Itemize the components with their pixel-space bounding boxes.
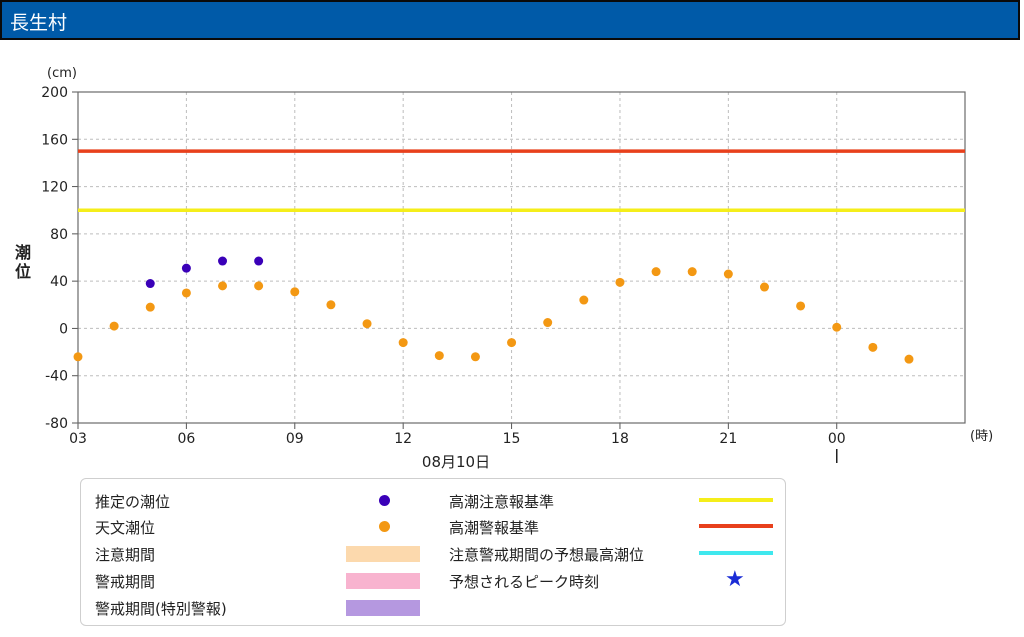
estimated-tide-point bbox=[218, 256, 228, 266]
x-tick-label: 03 bbox=[69, 431, 87, 447]
astronomical-tide-point bbox=[507, 338, 517, 348]
legend-swatch-caution-period bbox=[346, 546, 420, 562]
estimated-tide-point bbox=[181, 263, 191, 273]
astronomical-tide-point bbox=[398, 338, 408, 348]
legend-marker-estimated bbox=[379, 495, 390, 506]
astronomical-tide-point bbox=[651, 267, 661, 277]
astronomical-tide-point bbox=[723, 269, 733, 279]
y-tick-label: -40 bbox=[45, 369, 68, 385]
astronomical-tide-point bbox=[109, 321, 119, 331]
astronomical-tide-point bbox=[868, 342, 878, 352]
estimated-tide-point bbox=[145, 279, 155, 289]
legend-marker-astronomical bbox=[379, 521, 390, 532]
x-unit-label: (時) bbox=[970, 429, 993, 444]
x-tick-label: 09 bbox=[286, 431, 304, 447]
y-tick-label: -80 bbox=[45, 416, 68, 432]
astronomical-tide-point bbox=[759, 282, 769, 292]
legend-label-warning-period: 警戒期間 bbox=[95, 573, 156, 591]
legend-label-forecast-peak: 注意警戒期間の予想最高潮位 bbox=[449, 546, 645, 564]
y-tick-label: 0 bbox=[59, 321, 68, 337]
chart-legend: 推定の潮位 天文潮位 注意期間 警戒期間 警戒期間(特別警報) 高潮注意報基準 … bbox=[80, 478, 786, 626]
x-tick-label: 06 bbox=[177, 431, 195, 447]
y-tick-label: 80 bbox=[50, 227, 68, 243]
astronomical-tide-point bbox=[543, 318, 553, 328]
legend-line-caution bbox=[699, 498, 773, 502]
legend-label-astronomical: 天文潮位 bbox=[95, 519, 156, 537]
astronomical-tide-point bbox=[73, 352, 83, 362]
astronomical-tide-point bbox=[362, 319, 372, 329]
astronomical-tide-point bbox=[615, 277, 625, 287]
astronomical-tide-point bbox=[904, 354, 914, 364]
y-tick-label: 120 bbox=[41, 180, 68, 196]
astronomical-tide-point bbox=[290, 287, 300, 297]
x-tick-label: 18 bbox=[611, 431, 629, 447]
legend-label-special-warning-period: 警戒期間(特別警報) bbox=[95, 600, 227, 618]
station-header: 長生村 bbox=[0, 0, 1020, 40]
y-tick-label: 40 bbox=[50, 274, 68, 290]
x-tick-label: 12 bbox=[394, 431, 412, 447]
legend-label-caution-line: 高潮注意報基準 bbox=[449, 493, 555, 511]
legend-swatch-special-warning-period bbox=[346, 600, 420, 616]
y-axis-label: 位 bbox=[15, 262, 31, 281]
legend-label-warning-line: 高潮警報基準 bbox=[449, 519, 540, 537]
date-label: 08月10日 bbox=[422, 453, 490, 471]
astronomical-tide-point bbox=[326, 300, 336, 310]
astronomical-tide-point bbox=[579, 295, 589, 305]
astronomical-tide-point bbox=[181, 288, 191, 298]
legend-label-peak-time: 予想されるピーク時刻 bbox=[449, 573, 600, 591]
astronomical-tide-point bbox=[434, 351, 444, 361]
legend-line-forecast-peak bbox=[699, 551, 773, 555]
x-tick-label: 21 bbox=[719, 431, 737, 447]
astronomical-tide-point bbox=[470, 352, 480, 362]
y-unit-label: (cm) bbox=[47, 66, 77, 81]
legend-label-caution-period: 注意期間 bbox=[95, 546, 156, 564]
astronomical-tide-point bbox=[254, 281, 264, 291]
tide-chart: -80 -40 0 40 80 120 160 200 06 09 12 15 18 21 00 03 (cm)… bbox=[15, 66, 993, 471]
legend-swatch-warning-period bbox=[346, 573, 420, 589]
y-tick-label: 200 bbox=[41, 85, 68, 101]
x-tick-label: 00 bbox=[828, 431, 846, 447]
legend-label-estimated: 推定の潮位 bbox=[95, 493, 171, 511]
x-tick-label: 15 bbox=[503, 431, 521, 447]
estimated-tide-point bbox=[254, 256, 264, 266]
plot-frame bbox=[77, 91, 966, 424]
astronomical-tide-point bbox=[687, 267, 697, 277]
y-tick-label: 160 bbox=[41, 132, 68, 148]
peak-time-star-icon: ★ bbox=[725, 567, 745, 592]
astronomical-tide-point bbox=[218, 281, 228, 291]
astronomical-tide-point bbox=[145, 302, 155, 312]
legend-line-warning bbox=[699, 524, 773, 528]
station-title: 長生村 bbox=[10, 12, 68, 34]
y-axis-label: 潮 bbox=[15, 243, 31, 262]
astronomical-tide-point bbox=[832, 322, 842, 332]
astronomical-tide-point bbox=[796, 301, 806, 311]
